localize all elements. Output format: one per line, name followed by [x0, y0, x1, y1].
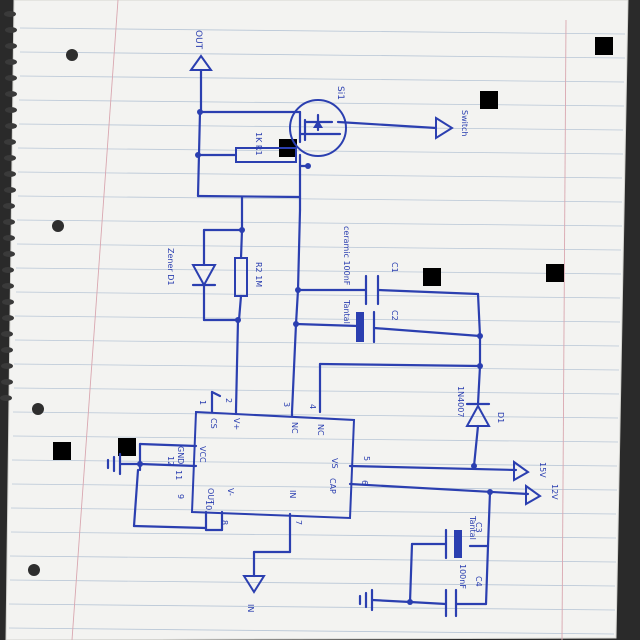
svg-text:5: 5 — [362, 456, 371, 461]
label-tantal: Tantal — [342, 299, 351, 324]
resistor-r1 — [235, 147, 297, 163]
switch-terminal-arrow — [435, 116, 454, 140]
left-margin-line — [71, 0, 119, 640]
label-zener: Zener D1 — [166, 248, 175, 285]
right-margin-line — [561, 19, 567, 640]
svg-text:2: 2 — [224, 398, 233, 403]
ruled-lines — [8, 27, 626, 635]
label-tantal-bottom: Tantal — [468, 515, 477, 540]
svg-text:11: 11 — [174, 470, 183, 480]
junction-15v — [471, 463, 477, 469]
svg-text:V-: V- — [226, 488, 235, 496]
in-terminal-arrow — [242, 575, 266, 594]
spiral-binding — [0, 11, 17, 401]
svg-text:10: 10 — [204, 500, 213, 510]
mosfet-si1 — [289, 99, 347, 157]
label-c3: C3 — [474, 522, 483, 533]
svg-text:9: 9 — [176, 494, 185, 499]
label-in: IN — [246, 604, 255, 612]
svg-text:V+: V+ — [232, 418, 241, 430]
v12-terminal-arrow — [525, 484, 542, 506]
label-c2: C2 — [390, 310, 399, 321]
label-12v: 12V — [550, 484, 559, 500]
capacitor-c1-ceramic — [296, 274, 480, 306]
label-c4: C4 — [474, 576, 483, 587]
svg-text:GND: GND — [176, 446, 185, 464]
label-d1-right: D1 — [496, 412, 505, 423]
label-r1: 1K R1 — [254, 132, 263, 156]
svg-text:OUT: OUT — [206, 488, 215, 505]
svg-text:1: 1 — [198, 400, 207, 405]
label-15v: 15V — [538, 462, 547, 478]
label-diode-val: 1N4007 — [456, 386, 465, 417]
label-si1: Si1 — [335, 86, 345, 100]
capacitor-c3-tantal — [410, 490, 492, 560]
junction-r1 — [195, 152, 201, 158]
ground-bottom — [358, 588, 412, 612]
svg-text:CAP: CAP — [328, 478, 337, 494]
label-out: OUT — [193, 30, 203, 50]
label-switch: Switch — [460, 110, 469, 136]
ground-left — [106, 442, 224, 532]
capacitor-c2-tantal — [294, 310, 482, 344]
svg-text:VCC: VCC — [198, 446, 207, 463]
capacitor-c4-ceramic — [408, 542, 490, 618]
notebook-paper — [5, 0, 629, 640]
label-ceramic: ceramic 100nF — [342, 226, 351, 286]
redaction-boxes — [53, 37, 613, 460]
svg-text:4: 4 — [308, 404, 317, 409]
junction-gnd — [137, 461, 143, 467]
svg-text:IN: IN — [288, 490, 297, 498]
svg-text:6: 6 — [360, 480, 369, 485]
label-100nf-bottom: 100nF — [458, 564, 467, 589]
svg-text:8: 8 — [220, 520, 229, 525]
junction-gate — [305, 163, 311, 169]
ic-chip — [190, 410, 356, 520]
svg-text:12: 12 — [166, 456, 175, 466]
svg-text:CS: CS — [209, 418, 218, 429]
diode-d1-right — [465, 364, 491, 468]
svg-text:3: 3 — [282, 402, 291, 407]
label-r2: R2 1M — [254, 262, 263, 287]
label-c1: C1 — [390, 262, 399, 273]
svg-text:7: 7 — [294, 520, 303, 525]
junction-out — [197, 109, 203, 115]
top-wiring — [196, 110, 310, 232]
ic-pin-labels: CS 1 V+ 2 NC 3 NC 4 GND 12 VCC 11 VS 5 C… — [166, 398, 371, 525]
svg-text:NC: NC — [316, 424, 325, 436]
svg-text:VS: VS — [330, 458, 339, 469]
zener-diode-d1 — [191, 228, 244, 322]
junction-r2-bottom — [235, 317, 241, 323]
svg-text:NC: NC — [290, 422, 299, 434]
punch-holes — [28, 49, 78, 576]
v15-terminal-arrow — [513, 460, 530, 482]
junction-r2-top — [239, 227, 245, 233]
